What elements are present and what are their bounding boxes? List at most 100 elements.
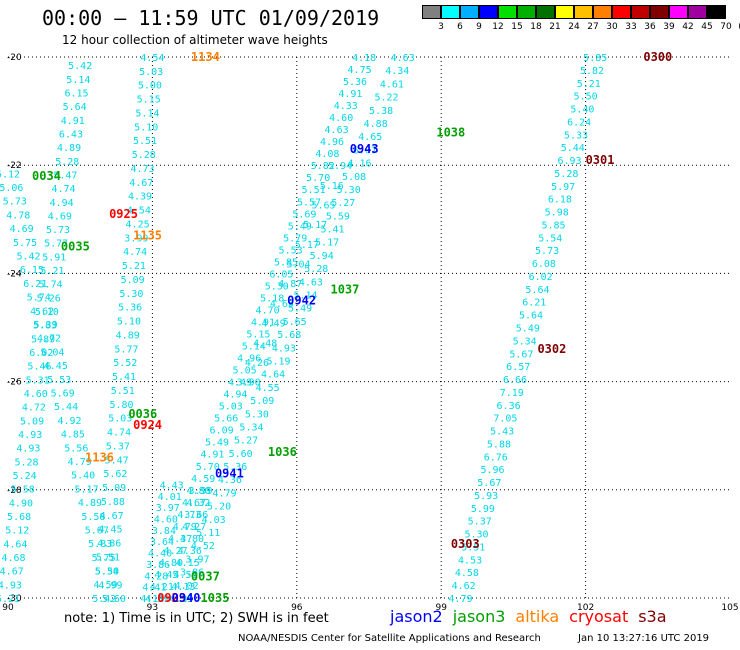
swh-value: 5.57 bbox=[297, 197, 321, 208]
swh-value: 6.93 bbox=[558, 156, 582, 167]
pass-time-label: 0943 bbox=[350, 142, 379, 156]
swh-value: 5.31 bbox=[26, 375, 50, 386]
colorbar-tick-label: 9 bbox=[476, 22, 482, 32]
swh-value: 5.41 bbox=[112, 372, 136, 383]
swh-value: 4.70 bbox=[256, 305, 280, 316]
swh-value: 6.66 bbox=[503, 375, 527, 386]
swh-value: 4.40 bbox=[148, 549, 172, 560]
colorbar-swatch bbox=[650, 5, 669, 19]
colorbar-swatch bbox=[498, 5, 517, 19]
swh-value: 6.43 bbox=[59, 129, 83, 140]
swh-value: 4.60 bbox=[24, 389, 48, 400]
swh-value: 5.17 bbox=[75, 484, 99, 495]
colorbar-tick-label: 70 bbox=[720, 22, 732, 32]
swh-value: 5.67 bbox=[477, 478, 501, 489]
pass-time-label: 0942 bbox=[287, 293, 316, 307]
swh-value: 4.99 bbox=[98, 580, 122, 591]
swh-value: 5.88 bbox=[487, 439, 511, 450]
swh-value: 5.10 bbox=[134, 122, 158, 133]
pass-time-label: 1136 bbox=[85, 450, 114, 464]
swh-value: 4.93 bbox=[0, 580, 22, 591]
colorbar-swatch bbox=[422, 5, 441, 19]
swh-value: 6.05 bbox=[269, 269, 293, 280]
swh-value: 5.65 bbox=[311, 201, 335, 212]
swh-value: 5.09 bbox=[250, 396, 274, 407]
swh-value: 5.75 bbox=[92, 553, 116, 564]
swh-value: 5.52 bbox=[113, 358, 137, 369]
swh-value: 6.09 bbox=[210, 426, 234, 437]
lon-tick-label: 90 bbox=[2, 603, 14, 613]
swh-value: 4.34 bbox=[385, 66, 409, 77]
swh-value: 6.08 bbox=[532, 259, 556, 270]
swh-value: 5.30 bbox=[245, 409, 269, 420]
swh-value: 5.70 bbox=[306, 173, 330, 184]
pass-time-label: 1036 bbox=[268, 445, 297, 459]
swh-value: 5.53 bbox=[279, 245, 303, 256]
swh-value: 4.33 bbox=[334, 101, 358, 112]
swh-value: 5.27 bbox=[234, 436, 258, 447]
swh-value: 5.28 bbox=[554, 169, 578, 180]
swh-value: 5.77 bbox=[44, 239, 68, 250]
swh-value: 6.07 bbox=[353, 145, 377, 156]
pass-time-label: 0037 bbox=[191, 569, 220, 583]
swh-value: 3.97 bbox=[156, 503, 180, 514]
swh-value: 5.30 bbox=[337, 185, 361, 196]
swh-value: 4.55 bbox=[256, 383, 280, 394]
swh-value: 5.42 bbox=[68, 61, 92, 72]
swh-value: 5.51 bbox=[133, 136, 157, 147]
swh-value: 4.23 bbox=[169, 594, 193, 605]
swh-value: 5.89 bbox=[31, 334, 55, 345]
swh-value: 5.14 bbox=[242, 342, 266, 353]
swh-value: 5.17 bbox=[315, 238, 339, 249]
swh-value: 5.67 bbox=[509, 349, 533, 360]
swh-value: 4.79 bbox=[173, 522, 197, 533]
swh-value: 5.93 bbox=[474, 491, 498, 502]
swh-value: 4.89 bbox=[116, 330, 140, 341]
swh-value: 5.73 bbox=[3, 197, 27, 208]
swh-value: 4.53 bbox=[458, 555, 482, 566]
swh-value: 4.49 bbox=[228, 378, 252, 389]
swh-value: 4.87 bbox=[278, 279, 302, 290]
swh-value: 3.86 bbox=[180, 568, 204, 579]
swh-value: 4.18 bbox=[352, 53, 376, 64]
legend-item-jason2: jason2 bbox=[390, 607, 443, 626]
swh-value: 5.97 bbox=[551, 182, 575, 193]
swh-value: 7.19 bbox=[500, 388, 524, 399]
colorbar-swatch bbox=[536, 5, 555, 19]
swh-value: 5.74 bbox=[39, 280, 63, 291]
swh-value: 5.66 bbox=[214, 414, 238, 425]
swh-value: 5.04 bbox=[287, 260, 311, 271]
swh-value: 4.96 bbox=[237, 354, 261, 365]
swh-value: 5.69 bbox=[292, 209, 316, 220]
swh-value: 5.94 bbox=[310, 251, 334, 262]
swh-value: 6.57 bbox=[506, 362, 530, 373]
swh-value: 3.97 bbox=[185, 554, 209, 565]
swh-value: 4.58 bbox=[455, 568, 479, 579]
swh-value: 5.10 bbox=[117, 317, 141, 328]
swh-value: 5.59 bbox=[326, 211, 350, 222]
swh-value: 5.00 bbox=[138, 81, 162, 92]
credit-text: NOAA/NESDIS Center for Satellite Applica… bbox=[238, 633, 541, 644]
swh-value: 4.89 bbox=[57, 143, 81, 154]
swh-value: 3.99 bbox=[188, 486, 212, 497]
swh-value: 5.37 bbox=[468, 517, 492, 528]
swh-value: 4.27 bbox=[182, 522, 206, 533]
swh-value: 4.67 bbox=[100, 511, 124, 522]
swh-value: 5.03 bbox=[108, 414, 132, 425]
lat-tick-label: -24 bbox=[7, 269, 22, 279]
swh-value: 4.72 bbox=[37, 334, 61, 345]
colorbar-tick-label: 3 bbox=[438, 22, 444, 32]
swh-value: 5.85 bbox=[274, 257, 298, 268]
swh-value: 4.32 bbox=[186, 498, 210, 509]
swh-value: 5.65 bbox=[283, 317, 307, 328]
legend-item-s3a: s3a bbox=[638, 607, 667, 626]
pass-time-label: 0036 bbox=[128, 407, 157, 421]
swh-value: 5.11 bbox=[196, 528, 220, 539]
pass-time-label: 0923 bbox=[157, 591, 186, 605]
swh-value: 5.69 bbox=[51, 389, 75, 400]
swh-value: 5.14 bbox=[66, 75, 90, 86]
colorbar-tick-label: 33 bbox=[625, 22, 637, 32]
swh-value: 5.75 bbox=[13, 238, 37, 249]
swh-value: 5.30 bbox=[265, 281, 289, 292]
swh-value: 4.69 bbox=[48, 211, 72, 222]
